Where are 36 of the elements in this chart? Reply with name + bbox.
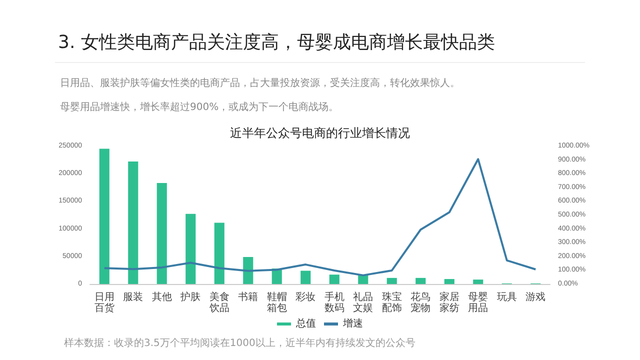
bar [156,182,167,284]
bar [444,279,454,284]
x-tick-label: 彩妆 [296,291,316,303]
bar [214,222,224,284]
x-tick-label: 游戏 [526,291,546,303]
x-tick-label: 手机数码 [324,291,344,314]
bar [99,148,110,284]
x-tick-label: 护肤 [180,291,201,303]
x-tick-label: 母婴用品 [468,291,488,314]
x-tick-label: 美食饮品 [208,291,230,314]
bar [386,278,397,284]
bar [243,256,254,284]
chart-subtitle: 近半年公众号电商的行业增长情况 [230,126,410,140]
bar [416,278,426,284]
text: 日用品、服装护肤等偏女性类的电商产品，占大量投放资源，受关注度高，转化效果惊人。 [60,76,460,90]
x-tick-label: 鞋帽箱包 [266,291,287,314]
x-tick-label: 书籍 [238,291,258,303]
bar [329,274,340,284]
x-tick-label: 珠宝配饰 [382,291,402,314]
line-series [103,158,537,276]
bar [128,161,138,284]
bar [300,270,311,284]
x-tick-label: 礼品文娱 [353,291,374,314]
x-tick-label: 玩具 [496,292,517,303]
legend-label: 总值 [295,318,316,330]
x-tick-label: 花鸟宠物 [410,291,431,314]
text: 母婴用品增速快，增长率超过900%，或成为下一个电商战场。 [60,100,339,114]
text: 样本数据：收录的3.5万个平均阅读在1000以上，近半年内有持续发文的公众号 [64,336,416,350]
legend-label: 增速 [342,318,363,330]
x-tick-label: 日用百货 [94,292,114,314]
x-tick-label: 家居家纺 [439,291,460,314]
bar [473,280,484,284]
x-tick-label: 服装 [123,291,144,303]
bar [186,214,196,284]
chart-title: 3. 女性类电商产品关注度高，母婴成电商增长最快品类 [58,31,495,54]
x-tick-label: 其他 [152,291,172,303]
